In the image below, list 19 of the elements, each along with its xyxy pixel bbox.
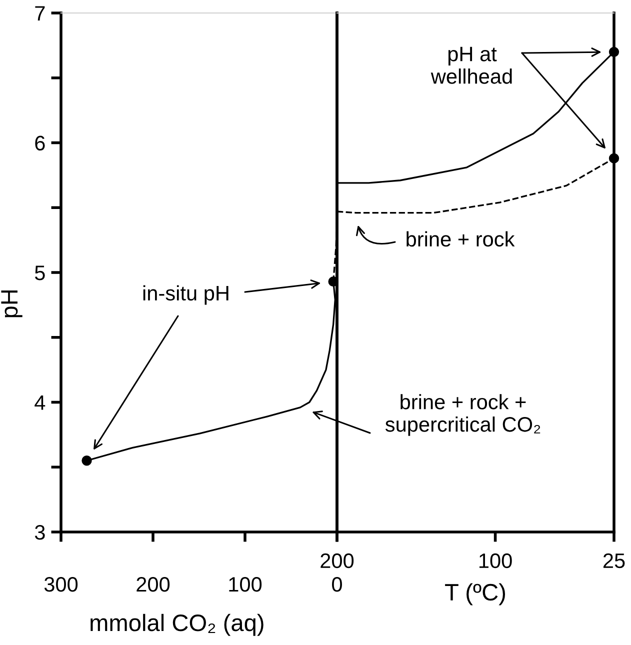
y-tick-label: 6 (35, 136, 45, 151)
x-axis-title: T (ºC) (445, 583, 506, 606)
x-tick-label: 200 (320, 553, 354, 568)
x-tick-label: 100 (229, 576, 262, 592)
x-tick-label: 100 (479, 553, 512, 568)
annotation: pH at wellhead (430, 46, 512, 84)
x-tick-label: 300 (44, 576, 78, 592)
x-tick-label: 200 (136, 576, 170, 592)
x-tick-label: 25 (603, 553, 625, 568)
annotation: in-situ pH (143, 285, 228, 305)
x-tick-label: 0 (332, 576, 342, 592)
y-tick-label: 7 (35, 6, 45, 21)
annotation: brine + rock (406, 231, 515, 247)
y-axis-title: pH (1, 290, 22, 318)
y-tick-label: 5 (34, 266, 45, 280)
y-tick-label: 4 (34, 395, 46, 410)
y-tick-label: 3 (34, 525, 45, 540)
annotation: brine + rock + supercritical CO₂ (385, 394, 540, 436)
x-axis-title: mmolal CO₂ (aq) (90, 614, 264, 636)
